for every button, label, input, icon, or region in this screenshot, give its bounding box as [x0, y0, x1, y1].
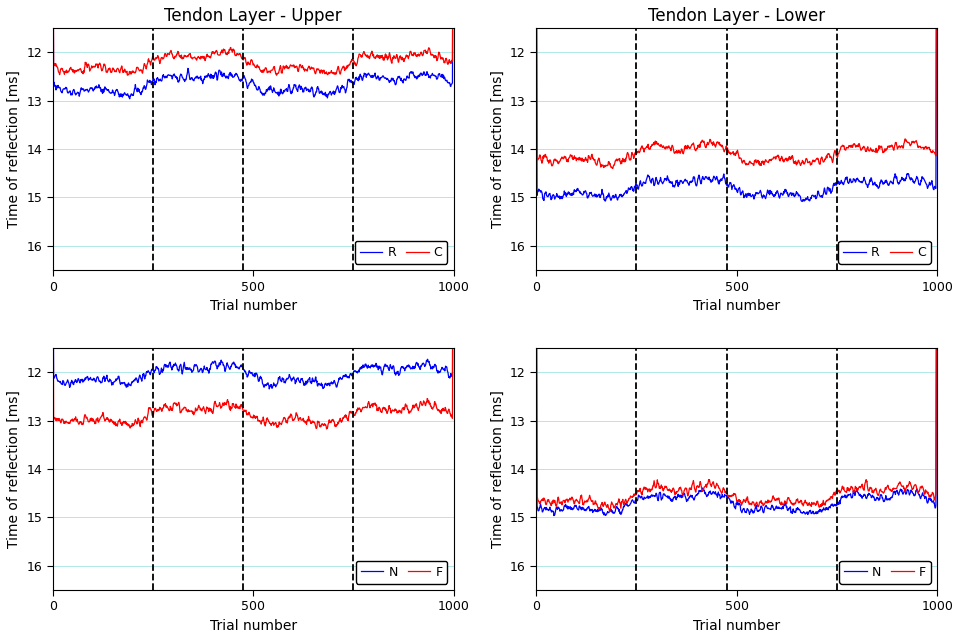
C	[367, 51, 378, 58]
F	[843, 486, 854, 494]
Line: R: R	[53, 0, 453, 99]
F	[604, 508, 615, 515]
R	[843, 179, 854, 186]
R	[571, 187, 583, 195]
Line: F: F	[53, 166, 453, 429]
R	[209, 69, 221, 77]
C	[209, 49, 221, 56]
R	[805, 192, 817, 200]
C	[571, 154, 583, 162]
C	[708, 139, 719, 147]
Line: C: C	[53, 0, 453, 76]
C	[843, 141, 854, 149]
Y-axis label: Time of reflection [ms]: Time of reflection [ms]	[491, 390, 504, 548]
N	[931, 214, 943, 222]
R	[796, 198, 807, 205]
R	[707, 177, 718, 185]
Legend: N, F: N, F	[356, 561, 447, 584]
N	[209, 357, 221, 365]
X-axis label: Trial number: Trial number	[693, 299, 780, 313]
Y-axis label: Time of reflection [ms]: Time of reflection [ms]	[7, 390, 21, 548]
F	[209, 398, 221, 406]
C	[271, 72, 282, 79]
C	[88, 63, 100, 70]
Title: Tendon Layer - Lower: Tendon Layer - Lower	[648, 7, 826, 25]
Legend: R, C: R, C	[838, 241, 931, 264]
F	[47, 162, 59, 170]
R	[851, 177, 862, 184]
N	[47, 140, 59, 147]
Line: N: N	[53, 141, 453, 389]
F	[571, 497, 583, 504]
F	[323, 420, 334, 428]
Y-axis label: Time of reflection [ms]: Time of reflection [ms]	[7, 70, 21, 228]
F	[321, 425, 332, 433]
C	[360, 51, 372, 58]
R	[323, 90, 334, 98]
X-axis label: Trial number: Trial number	[209, 619, 297, 633]
Line: F: F	[537, 211, 937, 511]
C	[224, 45, 235, 53]
N	[548, 512, 560, 520]
R	[360, 70, 372, 78]
F	[531, 212, 542, 220]
N	[367, 361, 378, 369]
N	[693, 490, 705, 497]
R	[224, 71, 235, 79]
Line: C: C	[537, 0, 937, 168]
F	[693, 483, 705, 490]
F	[931, 207, 943, 214]
C	[805, 161, 817, 168]
Legend: R, C: R, C	[355, 241, 447, 264]
F	[367, 403, 378, 411]
R	[367, 74, 378, 81]
F	[708, 478, 719, 486]
N	[263, 385, 275, 393]
Line: N: N	[537, 218, 937, 516]
Legend: N, F: N, F	[839, 561, 931, 584]
X-axis label: Trial number: Trial number	[209, 299, 297, 313]
N	[447, 138, 459, 145]
N	[323, 381, 334, 388]
N	[708, 488, 719, 496]
N	[805, 509, 817, 516]
X-axis label: Trial number: Trial number	[693, 619, 780, 633]
N	[843, 491, 854, 499]
Title: Tendon Layer - Upper: Tendon Layer - Upper	[164, 7, 342, 25]
C	[693, 143, 705, 150]
N	[572, 506, 584, 513]
C	[323, 70, 334, 77]
F	[360, 403, 372, 410]
F	[447, 164, 459, 172]
N	[851, 488, 862, 495]
R	[88, 85, 100, 93]
N	[360, 361, 372, 369]
F	[224, 404, 235, 412]
Line: R: R	[537, 0, 937, 202]
R	[124, 95, 135, 102]
Y-axis label: Time of reflection [ms]: Time of reflection [ms]	[491, 70, 504, 228]
F	[805, 499, 817, 506]
N	[224, 364, 235, 372]
N	[531, 215, 542, 223]
F	[88, 417, 100, 425]
R	[692, 175, 704, 182]
F	[851, 484, 862, 492]
N	[88, 374, 100, 382]
C	[851, 143, 862, 150]
C	[607, 164, 618, 172]
